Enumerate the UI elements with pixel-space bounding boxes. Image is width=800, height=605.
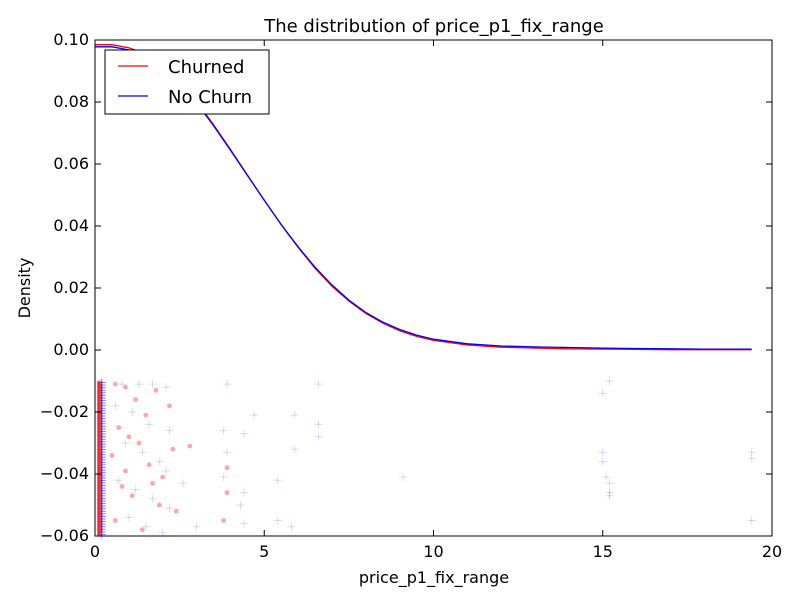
rug-point-no-churn <box>273 476 282 485</box>
x-tick-label: 15 <box>593 542 613 561</box>
rug-point-no-churn <box>605 377 614 385</box>
rug-point-no-churn <box>165 426 174 435</box>
rug-layer <box>96 377 756 539</box>
rug-point-churned <box>112 381 118 387</box>
rug-point-churned <box>123 468 128 474</box>
rug-point-no-churn <box>138 448 147 457</box>
tick-layer: 0 5 10 15 20 −0.06 −0.04 −0.02 0.00 0.02 0.04 0.06 0… <box>40 30 782 561</box>
rug-point-no-churn <box>155 457 164 466</box>
chart-title: The distribution of price_p1_fix_range <box>263 16 604 37</box>
rug-point-no-churn <box>747 448 756 457</box>
rug-point-churned <box>112 518 118 523</box>
rug-point-no-churn <box>605 479 614 488</box>
rug-point-churned <box>123 384 128 390</box>
rug-point-no-churn <box>747 454 756 463</box>
rug-point-churned <box>119 484 125 489</box>
y-tick-label: −0.06 <box>40 526 89 545</box>
rug-point-churned <box>116 425 122 430</box>
rug-point-no-churn <box>273 516 282 525</box>
rug-point-no-churn <box>179 479 188 488</box>
rug-point-no-churn <box>111 401 120 410</box>
y-tick-label: 0.10 <box>53 30 89 49</box>
rug-point-no-churn <box>165 504 174 513</box>
rug-point-churned <box>146 462 152 468</box>
rug-point-churned <box>150 480 155 486</box>
rug-point-no-churn <box>192 522 201 531</box>
rug-point-churned <box>136 440 142 446</box>
rug-point-no-churn <box>747 516 756 525</box>
rug-point-churned <box>160 474 166 480</box>
rug-point-churned <box>139 527 145 533</box>
rug-point-no-churn <box>314 420 323 429</box>
x-axis-label: price_p1_fix_range <box>359 568 509 588</box>
rug-point-no-churn <box>250 411 259 420</box>
rug-point-no-churn <box>598 457 607 466</box>
y-tick-label: −0.04 <box>40 464 89 483</box>
rug-point-no-churn <box>219 426 228 435</box>
rug-point-no-churn <box>131 485 140 494</box>
y-tick-label: 0.06 <box>53 154 89 173</box>
rug-point-no-churn <box>602 473 611 482</box>
x-tick-label: 0 <box>90 542 100 561</box>
rug-point-no-churn <box>162 466 171 475</box>
rug-point-no-churn <box>399 473 408 482</box>
rug-point-churned <box>173 508 179 514</box>
rug-point-no-churn <box>148 380 157 389</box>
legend-label-no-churn: No Churn <box>168 87 252 108</box>
rug-point-no-churn <box>239 488 248 497</box>
rug-point-no-churn <box>145 420 154 429</box>
rug-point-no-churn <box>223 380 232 389</box>
rug-point-churned <box>170 446 176 452</box>
rug-point-no-churn <box>162 383 171 392</box>
rug-point-no-churn <box>124 513 133 522</box>
rug-point-churned <box>156 502 162 508</box>
rug-point-no-churn <box>598 389 607 398</box>
rug-point-no-churn <box>314 380 323 389</box>
rug-point-no-churn <box>290 445 299 454</box>
rug-point-churned <box>167 403 172 409</box>
rug-point-no-churn <box>314 432 323 441</box>
rug-point-no-churn <box>148 494 157 503</box>
rug-point-churned <box>126 434 132 440</box>
rug-point-no-churn <box>135 380 144 389</box>
rug-point-no-churn <box>605 491 614 500</box>
rug-point-churned <box>153 387 159 393</box>
rug-point-no-churn <box>236 501 245 509</box>
rug-point-no-churn <box>598 448 607 457</box>
rug-point-churned <box>143 412 149 418</box>
rug-point-no-churn <box>114 476 123 485</box>
rug-point-churned <box>187 443 193 449</box>
rug-point-no-churn <box>223 448 232 457</box>
legend-box <box>104 49 270 115</box>
rug-point-no-churn <box>239 519 248 528</box>
rug-point-churned <box>224 465 230 471</box>
x-tick-label: 20 <box>762 542 782 561</box>
rug-point-churned <box>221 518 227 523</box>
rug-point-no-churn <box>605 488 614 497</box>
y-tick-label: 0.02 <box>53 278 89 297</box>
rug-point-churned <box>129 493 135 499</box>
y-tick-label: 0.08 <box>53 92 89 111</box>
rug-point-no-churn <box>219 473 228 482</box>
rug-point-no-churn <box>290 411 299 420</box>
x-tick-label: 5 <box>259 542 269 561</box>
y-tick-label: 0.00 <box>53 340 89 359</box>
rug-point-churned <box>133 397 139 402</box>
legend: Churned No Churn <box>104 49 270 115</box>
rug-point-churned <box>224 490 230 495</box>
y-axis-label: Density <box>15 258 34 319</box>
rug-point-no-churn <box>118 380 127 389</box>
rug-point-no-churn <box>141 522 150 531</box>
rug-point-no-churn <box>287 522 296 531</box>
rug-point-no-churn <box>239 429 248 438</box>
legend-label-churned: Churned <box>168 57 244 78</box>
rug-point-no-churn <box>128 408 137 416</box>
rug-point-no-churn <box>121 439 130 447</box>
y-tick-label: −0.02 <box>40 402 89 421</box>
rug-point-churned <box>109 453 115 458</box>
y-tick-label: 0.04 <box>53 216 89 235</box>
x-tick-label: 10 <box>423 542 443 561</box>
